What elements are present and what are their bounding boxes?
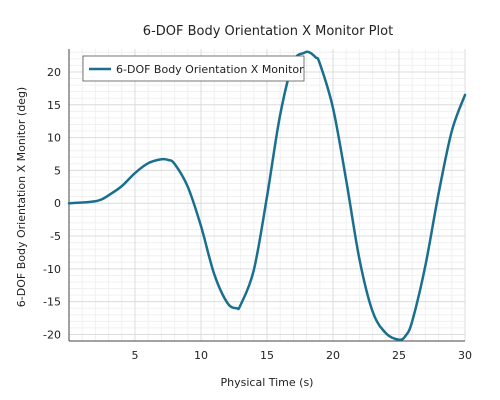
y-tick-label: 10 bbox=[47, 132, 61, 145]
x-tick-label: 20 bbox=[326, 349, 340, 362]
x-tick-label: 30 bbox=[458, 349, 472, 362]
x-tick-label: 25 bbox=[392, 349, 406, 362]
x-tick-label: 5 bbox=[132, 349, 139, 362]
y-tick-label: -10 bbox=[43, 263, 61, 276]
legend-entry-label: 6-DOF Body Orientation X Monitor bbox=[116, 63, 304, 76]
x-tick-labels: 5 10 15 20 25 30 bbox=[132, 349, 473, 362]
legend: 6-DOF Body Orientation X Monitor bbox=[82, 55, 305, 82]
y-tick-label: 15 bbox=[47, 99, 61, 112]
x-tick-label: 15 bbox=[260, 349, 274, 362]
y-axis-label: 6-DOF Body Orientation X Monitor (deg) bbox=[15, 87, 28, 307]
x-axis-label: Physical Time (s) bbox=[221, 376, 314, 389]
y-tick-label: -15 bbox=[43, 296, 61, 309]
y-tick-labels: -20 -15 -10 -5 0 5 10 15 20 bbox=[43, 66, 61, 341]
axes bbox=[68, 49, 465, 342]
y-tick-label: 5 bbox=[54, 164, 61, 177]
chart-title: 6-DOF Body Orientation X Monitor Plot bbox=[143, 24, 393, 39]
y-tick-label: -5 bbox=[50, 230, 61, 243]
legend-box bbox=[82, 55, 305, 82]
series-line bbox=[67, 50, 467, 342]
y-tick-label: 0 bbox=[54, 197, 61, 210]
x-tick-label: 10 bbox=[194, 349, 208, 362]
series-layer bbox=[67, 50, 467, 342]
y-tick-label: 20 bbox=[47, 66, 61, 79]
y-tick-label: -20 bbox=[43, 328, 61, 341]
